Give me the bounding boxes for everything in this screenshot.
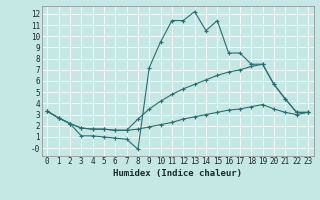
X-axis label: Humidex (Indice chaleur): Humidex (Indice chaleur) bbox=[113, 169, 242, 178]
